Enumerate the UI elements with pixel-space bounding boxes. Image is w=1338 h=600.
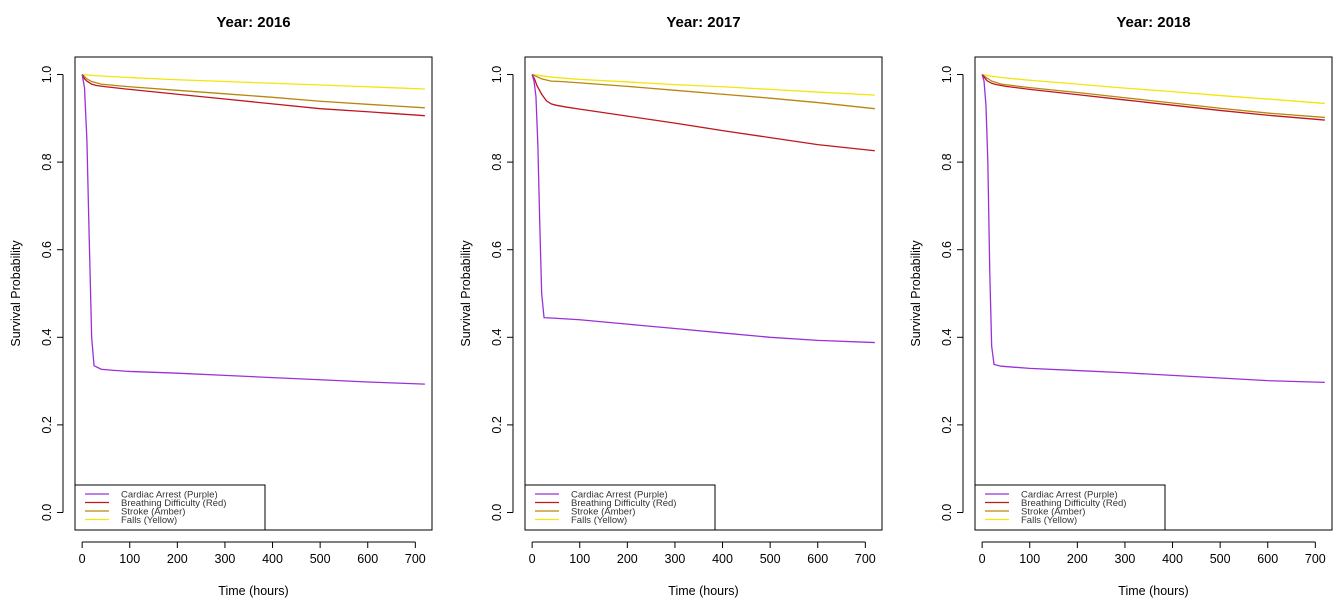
chart-panel: Year: 2018 0 100 200 300 400 500 600 700 0.0 0.2 0.… [900, 0, 1338, 600]
y-tick-label: 0.4 [940, 329, 954, 346]
y-tick-label: 0.0 [940, 504, 954, 521]
legend-entry: Cardiac Arrest (Purple) [571, 490, 668, 501]
y-tick-label: 0.0 [40, 504, 54, 521]
x-tick-label: 0 [79, 552, 86, 566]
legend-entry: Falls (Yellow) [571, 515, 627, 526]
chart-title: Year: 2018 [1116, 14, 1190, 31]
x-tick-label: 400 [712, 552, 733, 566]
legend-entry: Falls (Yellow) [1021, 515, 1077, 526]
series-line [531, 74, 875, 344]
chart-title: Year: 2017 [666, 14, 740, 31]
x-tick-label: 400 [1162, 552, 1183, 566]
series-line [81, 74, 425, 109]
series-line [82, 73, 425, 90]
chart-panel: Year: 2017 0 100 200 300 400 500 600 700 0.0 0.2 0.… [450, 0, 896, 600]
x-tick-label: 300 [215, 552, 236, 566]
series-line [981, 74, 1325, 384]
series-line [981, 74, 1325, 121]
x-tick-label: 300 [1115, 552, 1136, 566]
x-tick-label: 500 [760, 552, 781, 566]
series-line [532, 73, 875, 96]
y-tick-label: 0.8 [490, 153, 504, 170]
plot-frame [974, 56, 1333, 531]
legend-entry: Breathing Difficulty (Red) [121, 498, 226, 509]
series-line [531, 74, 875, 152]
chart-title: Year: 2016 [216, 14, 290, 31]
legend-entry: Stroke (Amber) [571, 507, 635, 518]
legend-entry: Cardiac Arrest (Purple) [1021, 490, 1118, 501]
x-axis-label: Time (hours) [218, 584, 288, 598]
x-tick-label: 400 [262, 552, 283, 566]
chart-panel: Year: 2016 0 100 200 300 400 500 600 700 0.0 0.2 0.… [0, 0, 446, 600]
legend-entry: Breathing Difficulty (Red) [1021, 498, 1126, 509]
x-tick-label: 500 [310, 552, 331, 566]
y-tick-label: 0.6 [490, 241, 504, 258]
legend-entry: Breathing Difficulty (Red) [571, 498, 676, 509]
series-line [81, 74, 425, 117]
y-tick-label: 0.8 [40, 153, 54, 170]
x-tick-label: 100 [1019, 552, 1040, 566]
legend-box [74, 484, 266, 531]
x-axis-label: Time (hours) [1118, 584, 1188, 598]
series-group [981, 73, 1325, 384]
x-tick-label: 200 [1067, 552, 1088, 566]
y-axis-label: Survival Probability [909, 240, 923, 347]
y-tick-label: 1.0 [490, 66, 504, 83]
x-tick-label: 700 [855, 552, 876, 566]
legend-box [974, 484, 1166, 531]
x-tick-label: 500 [1210, 552, 1231, 566]
y-tick-label: 0.6 [40, 241, 54, 258]
y-tick-label: 0.2 [490, 416, 504, 433]
x-tick-label: 200 [167, 552, 188, 566]
x-tick-label: 0 [529, 552, 536, 566]
series-group [531, 73, 875, 344]
legend-entry: Stroke (Amber) [1021, 507, 1085, 518]
series-line [81, 74, 425, 385]
series-line [982, 73, 1325, 105]
legend-entry: Cardiac Arrest (Purple) [121, 490, 218, 501]
x-tick-label: 600 [807, 552, 828, 566]
x-tick-label: 600 [357, 552, 378, 566]
x-axis-label: Time (hours) [668, 584, 738, 598]
y-tick-label: 0.4 [490, 329, 504, 346]
series-line [981, 73, 1325, 119]
x-tick-label: 100 [569, 552, 590, 566]
legend-entry: Stroke (Amber) [121, 507, 185, 518]
x-tick-label: 700 [1305, 552, 1326, 566]
y-tick-label: 1.0 [940, 66, 954, 83]
chart-svg: Year: 2018 0 100 200 300 400 500 600 700 0.0 0.2 0.… [909, 14, 1333, 598]
y-tick-label: 0.2 [40, 416, 54, 433]
x-tick-label: 300 [665, 552, 686, 566]
series-line [531, 73, 875, 110]
y-tick-label: 0.2 [940, 416, 954, 433]
x-tick-label: 200 [617, 552, 638, 566]
y-tick-label: 0.4 [40, 329, 54, 346]
legend-entry: Falls (Yellow) [121, 515, 177, 526]
plot-frame [74, 56, 433, 531]
x-tick-label: 0 [979, 552, 986, 566]
y-tick-label: 1.0 [40, 66, 54, 83]
chart-svg: Year: 2017 0 100 200 300 400 500 600 700 0.0 0.2 0.… [459, 14, 883, 598]
x-tick-label: 600 [1257, 552, 1278, 566]
y-tick-label: 0.0 [490, 504, 504, 521]
chart-svg: Year: 2016 0 100 200 300 400 500 600 700 0.0 0.2 0.… [9, 14, 433, 598]
x-tick-label: 100 [119, 552, 140, 566]
y-tick-label: 0.8 [940, 153, 954, 170]
y-axis-label: Survival Probability [9, 240, 23, 347]
y-tick-label: 0.6 [940, 241, 954, 258]
legend-box [524, 484, 716, 531]
x-tick-label: 700 [405, 552, 426, 566]
y-axis-label: Survival Probability [459, 240, 473, 347]
series-group [81, 73, 425, 385]
